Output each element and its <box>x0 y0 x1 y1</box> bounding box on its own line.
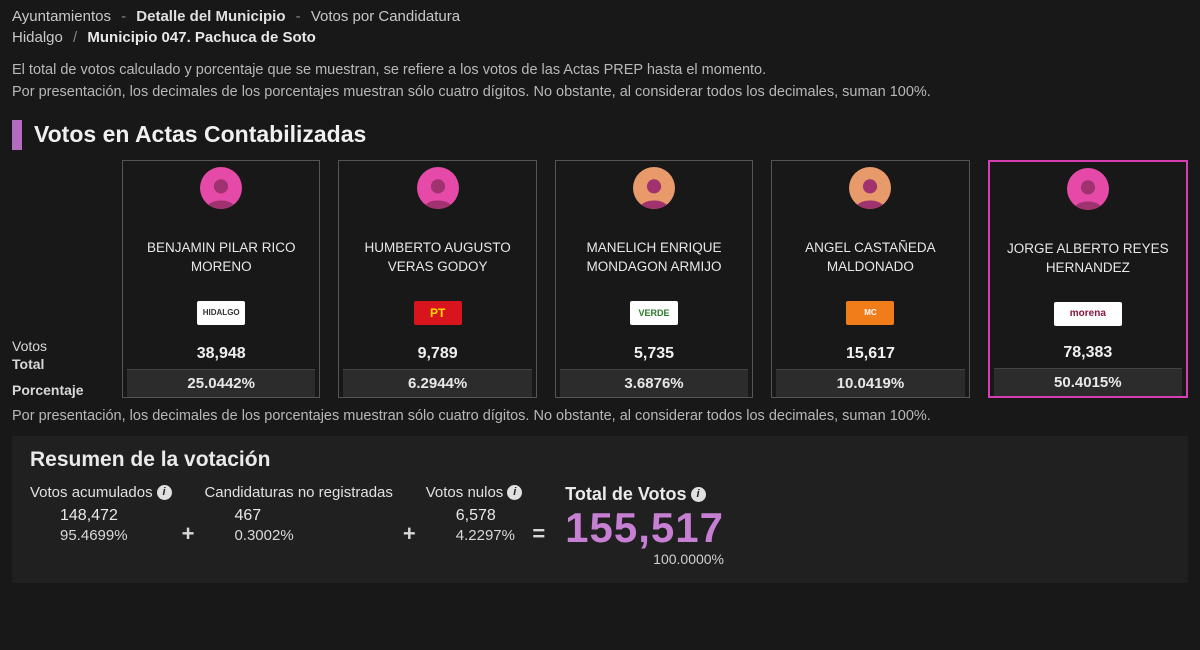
sum-total: Total de Votos i 155,517 100.0000% <box>565 484 724 567</box>
label-total: Total <box>12 356 122 372</box>
summary-title: Resumen de la votación <box>30 448 1170 472</box>
sum-nulos-pct: 4.2297% <box>426 527 523 544</box>
party-logo: VERDE <box>630 301 678 325</box>
avatar-icon <box>200 167 242 209</box>
party-logo: MC <box>846 301 894 325</box>
candidate-card[interactable]: BENJAMIN PILAR RICO MORENO HIDALGO 38,948 2… <box>122 160 320 398</box>
avatar-icon <box>1067 168 1109 210</box>
candidate-name: MANELICH ENRIQUE MONDAGON ARMIJO <box>560 219 748 297</box>
summary-box: Resumen de la votación Votos acumulados … <box>12 436 1188 583</box>
label-votos: Votos <box>12 338 122 354</box>
candidate-name: HUMBERTO AUGUSTO VERAS GODOY <box>343 219 531 297</box>
candidates-row: BENJAMIN PILAR RICO MORENO HIDALGO 38,948 2… <box>122 160 1188 398</box>
breadcrumb-line-1: Ayuntamientos - Detalle del Municipio - … <box>12 8 1188 25</box>
breadcrumb-line-2: Hidalgo / Municipio 047. Pachuca de Soto <box>12 29 1188 46</box>
sum-noreg-value: 467 <box>204 507 392 525</box>
candidate-pct: 3.6876% <box>560 369 748 397</box>
bc-votos-cand: Votos por Candidatura <box>311 8 460 25</box>
party-logo: morena <box>1054 302 1122 326</box>
summary-row: Votos acumulados i 148,472 95.4699% + Ca… <box>30 484 1170 567</box>
candidate-pct: 50.4015% <box>994 368 1182 396</box>
accent-bar <box>12 120 22 150</box>
candidate-votes: 9,789 <box>343 345 531 363</box>
candidate-card[interactable]: ANGEL CASTAÑEDA MALDONADO MC 15,617 10.0419… <box>771 160 969 398</box>
info-icon[interactable]: i <box>691 487 706 502</box>
sum-acum-pct: 95.4699% <box>30 527 172 544</box>
candidate-pct: 10.0419% <box>776 369 964 397</box>
sum-nulos-label: Votos nulos <box>426 484 504 501</box>
info-icon[interactable]: i <box>507 485 522 500</box>
intro-p1: El total de votos calculado y porcentaje… <box>12 60 1188 82</box>
bc-ayuntamientos[interactable]: Ayuntamientos <box>12 8 111 25</box>
candidate-card[interactable]: HUMBERTO AUGUSTO VERAS GODOY PT 9,789 6.294… <box>338 160 536 398</box>
party-logo: HIDALGO <box>197 301 245 325</box>
sum-noreg-pct: 0.3002% <box>204 527 392 544</box>
bc-detalle[interactable]: Detalle del Municipio <box>136 8 285 25</box>
avatar-icon <box>849 167 891 209</box>
sum-acumulados: Votos acumulados i 148,472 95.4699% <box>30 484 172 544</box>
info-icon[interactable]: i <box>157 485 172 500</box>
party-logo: PT <box>414 301 462 325</box>
candidate-card[interactable]: MANELICH ENRIQUE MONDAGON ARMIJO VERDE 5,7… <box>555 160 753 398</box>
sum-nulos: Votos nulos i 6,578 4.2297% <box>426 484 523 544</box>
separator: - <box>296 8 301 25</box>
section-header: Votos en Actas Contabilizadas <box>12 120 1188 150</box>
sum-noreg-label: Candidaturas no registradas <box>204 484 392 501</box>
plus-operator: + <box>403 521 416 547</box>
label-porcentaje: Porcentaje <box>12 382 122 398</box>
candidate-votes: 5,735 <box>560 345 748 363</box>
candidate-pct: 25.0442% <box>127 369 315 397</box>
sum-acum-label: Votos acumulados <box>30 484 153 501</box>
sum-total-pct: 100.0000% <box>565 551 724 567</box>
separator: - <box>121 8 126 25</box>
equals-operator: = <box>532 521 545 547</box>
avatar-icon <box>417 167 459 209</box>
candidate-votes: 78,383 <box>994 344 1182 362</box>
candidate-card[interactable]: JORGE ALBERTO REYES HERNANDEZ morena 78,38… <box>988 160 1188 398</box>
candidate-name: ANGEL CASTAÑEDA MALDONADO <box>776 219 964 297</box>
sum-total-value: 155,517 <box>565 507 724 549</box>
row-labels-column: Votos Total Porcentaje <box>12 160 122 398</box>
footnote: Por presentación, los decimales de los p… <box>12 408 1188 424</box>
separator: / <box>73 29 77 46</box>
sum-total-label: Total de Votos <box>565 484 686 505</box>
intro-text: El total de votos calculado y porcentaje… <box>12 60 1188 104</box>
candidate-name: JORGE ALBERTO REYES HERNANDEZ <box>994 220 1182 298</box>
avatar-icon <box>633 167 675 209</box>
sum-nulos-value: 6,578 <box>426 507 523 525</box>
bc-municipio[interactable]: Municipio 047. Pachuca de Soto <box>87 29 315 46</box>
section-title: Votos en Actas Contabilizadas <box>34 121 366 148</box>
candidates-area: Votos Total Porcentaje BENJAMIN PILAR RI… <box>12 160 1188 398</box>
candidate-votes: 38,948 <box>127 345 315 363</box>
candidate-pct: 6.2944% <box>343 369 531 397</box>
intro-p2: Por presentación, los decimales de los p… <box>12 82 1188 104</box>
bc-state[interactable]: Hidalgo <box>12 29 63 46</box>
sum-acum-value: 148,472 <box>30 507 172 525</box>
plus-operator: + <box>182 521 195 547</box>
candidate-votes: 15,617 <box>776 345 964 363</box>
candidate-name: BENJAMIN PILAR RICO MORENO <box>127 219 315 297</box>
sum-noreg: Candidaturas no registradas 467 0.3002% <box>204 484 392 544</box>
